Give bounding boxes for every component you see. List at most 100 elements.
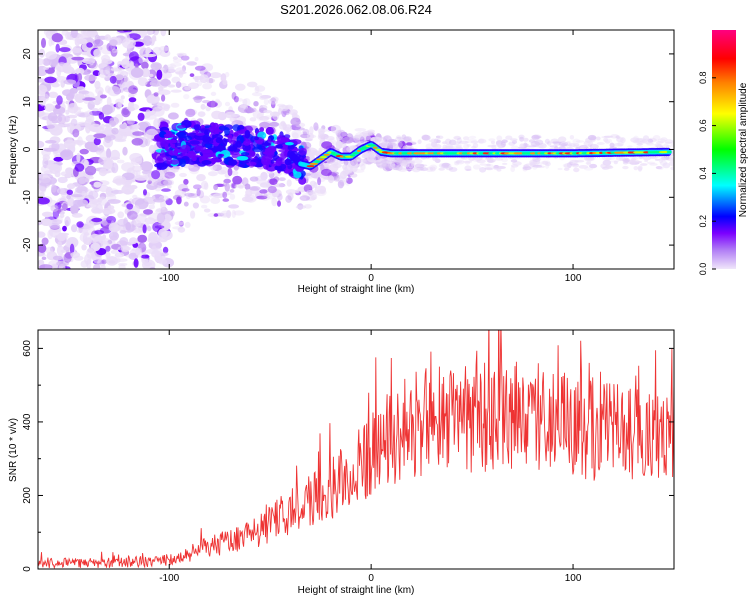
spectrogram-cell (445, 145, 456, 150)
spectrogram-cell (472, 164, 481, 170)
spectrogram-cell (287, 163, 293, 170)
spectrogram-cell (39, 264, 53, 269)
spectrogram-cell (125, 33, 130, 43)
colorbar-gradient (712, 30, 736, 269)
spectrogram-cell (295, 205, 307, 210)
spectrogram-cell (510, 166, 515, 173)
spectrogram-cell (233, 96, 239, 103)
spectrogram-cell (508, 141, 516, 146)
spectrogram-cell (38, 243, 47, 253)
spectrogram-cell (62, 203, 68, 212)
spectrogram-cell (214, 145, 220, 151)
spectrogram-cell (367, 129, 375, 133)
spectrogram-cell (56, 245, 64, 256)
spectrogram-cell (287, 144, 295, 150)
spectrogram-cell (86, 42, 93, 48)
spectrogram-cell (43, 147, 57, 152)
spectrogram-cell (149, 38, 157, 42)
spectrogram-cell (241, 177, 249, 187)
spectrogram-cell (289, 109, 298, 116)
spectrogram-cell (244, 183, 251, 190)
spectrogram-cell (63, 253, 72, 263)
spectrogram-cell (277, 103, 286, 107)
spectrogram-cell (627, 145, 633, 148)
spectrogram-cell (66, 194, 71, 200)
spectrogram-cell (199, 74, 209, 84)
spectrogram-cell (93, 133, 107, 139)
spectrogram-cell (53, 156, 64, 162)
spectrogram-cell (151, 106, 165, 117)
spectrogram-cell (229, 189, 235, 193)
spectrogram-cell (44, 103, 55, 112)
spectrogram-cell (488, 138, 496, 142)
spectrogram-cell (224, 101, 231, 107)
spectrogram-cell (157, 89, 171, 96)
spectrogram-cell (369, 158, 375, 163)
spectrogram-cell (38, 48, 46, 58)
spectrogram-cell (56, 187, 66, 194)
spectrogram-cell (370, 160, 376, 163)
spectrogram-cell (134, 175, 148, 181)
spectrogram-cell (306, 132, 314, 140)
spectrogram-cell (316, 158, 325, 161)
spectrogram-cell (333, 157, 339, 166)
spectrogram-cell (510, 145, 519, 150)
spectrogram-cell (84, 74, 97, 82)
spectrogram-ytick-label: -10 (22, 190, 33, 205)
spectrogram-cell (44, 76, 57, 84)
spectrogram-cell (210, 197, 221, 205)
spectrogram-cell (274, 144, 284, 149)
spectrogram-cell (38, 185, 47, 195)
spectrogram-cell (55, 104, 61, 109)
spectrogram-cell (117, 218, 129, 227)
spectrogram-cell (119, 230, 127, 234)
spectrogram-cell (166, 139, 178, 144)
spectrogram-cell (412, 158, 423, 164)
spectrogram-cell (114, 252, 125, 258)
spectrogram-cell (268, 98, 278, 105)
spectrogram-cell (372, 146, 378, 149)
spectrogram-cell (318, 147, 324, 152)
spectrogram-cell (126, 60, 135, 68)
spectrogram-cell (242, 98, 248, 106)
spectrogram-xtick-label: 0 (368, 273, 374, 284)
spectrogram-cell (121, 245, 130, 253)
spectrogram-cell (605, 140, 611, 144)
spectrogram-cell (174, 147, 179, 156)
spectrogram-cell (177, 226, 186, 233)
spectrogram-cell (176, 125, 186, 129)
spectrogram-cell (175, 81, 182, 88)
spectrogram-cell (229, 144, 235, 152)
spectrogram-cell (77, 121, 88, 126)
spectrogram-cell (159, 70, 172, 79)
spectrogram-cell (166, 184, 172, 189)
spectrogram-cell (114, 258, 128, 262)
spectrogram-cell (654, 158, 660, 161)
spectrogram-cell (146, 30, 154, 36)
spectrogram-cell (354, 128, 367, 132)
spectrogram-cell (263, 158, 271, 166)
spectrogram-cell (269, 178, 278, 186)
spectrogram-cell (652, 135, 661, 141)
spectrogram-cell (353, 134, 365, 140)
spectrogram-cell (465, 168, 472, 171)
spectrogram-cell (140, 161, 154, 172)
spectrogram-cell (242, 143, 251, 152)
spectrogram-cell (156, 102, 165, 107)
spectrogram-cell (335, 140, 343, 150)
spectrogram-cell (395, 135, 402, 140)
snr-xtick-label: -100 (159, 573, 179, 584)
spectrogram-cell (104, 135, 112, 144)
spectrogram-cell (144, 217, 156, 225)
spectrogram-cell (69, 122, 75, 131)
spectrogram-marks (38, 30, 674, 269)
spectrogram-cell (375, 148, 382, 151)
spectrogram-cell (317, 133, 327, 141)
spectrogram-cell (531, 134, 540, 140)
spectrogram-cell (69, 87, 78, 94)
spectrogram-cell (66, 183, 76, 190)
spectrogram-cell (92, 208, 104, 214)
spectrogram-cell (414, 163, 425, 169)
spectrogram-cell (138, 56, 144, 64)
